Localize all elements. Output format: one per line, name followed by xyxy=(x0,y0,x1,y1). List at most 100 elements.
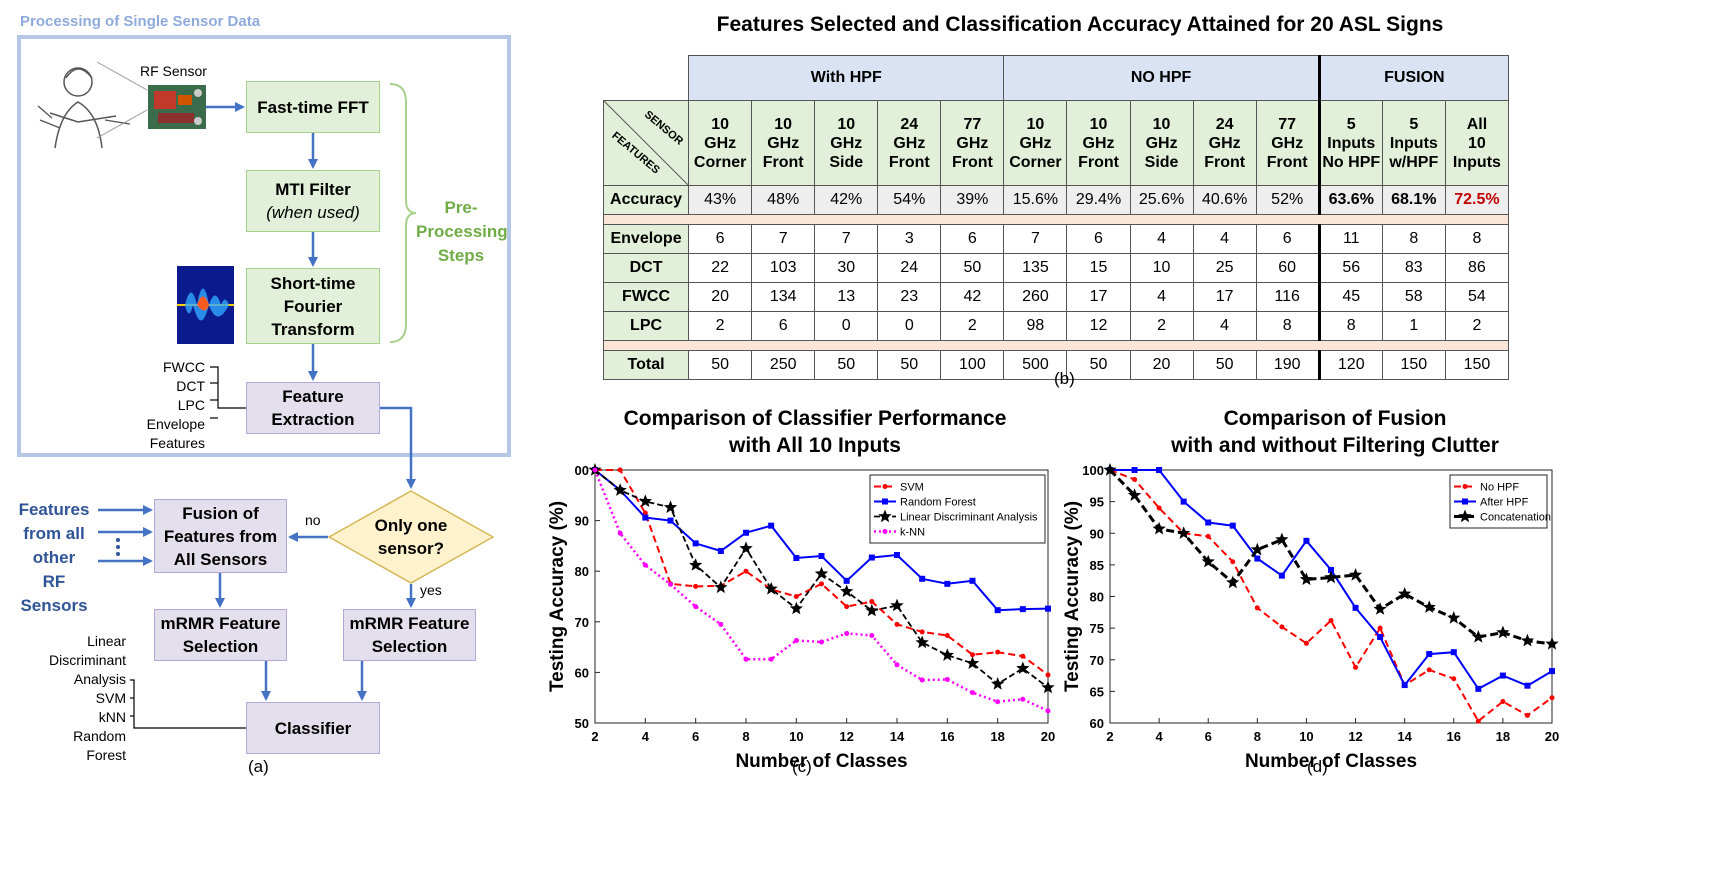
column-header-line: Inputs xyxy=(1452,153,1501,171)
data-point xyxy=(1041,680,1055,694)
total-cell: 50 xyxy=(1066,350,1131,380)
column-header-line: No HPF xyxy=(1322,153,1381,171)
data-point xyxy=(743,529,749,536)
y-tick-label: 65 xyxy=(1090,684,1104,699)
data-point xyxy=(940,648,954,661)
data-point xyxy=(768,656,774,662)
data-point xyxy=(1226,575,1240,589)
data-point xyxy=(1020,696,1026,702)
column-header-line: 24 xyxy=(900,115,919,133)
corner-diagonal xyxy=(604,101,689,185)
total-label: Total xyxy=(602,350,690,380)
x-tick-label: 6 xyxy=(1205,729,1212,744)
stft-label-2: Fourier xyxy=(283,296,343,316)
data-point xyxy=(894,662,900,668)
total-cell: 50 xyxy=(877,350,942,380)
x-tick-label: 8 xyxy=(742,729,749,744)
legend-label: Concatenation xyxy=(1480,512,1551,524)
feature-count-cell: 3 xyxy=(877,224,942,254)
data-point xyxy=(843,577,850,584)
data-point xyxy=(878,509,892,523)
data-point xyxy=(868,554,875,561)
feature-rows: Envelope 6 7 7 3 6 7 6 4 4 6 11 8 8 DCT 22 103 30 24 50 135 1… xyxy=(602,224,1510,341)
column-header-line: Inputs xyxy=(1389,134,1438,152)
y-tick-label: 100 xyxy=(1082,463,1104,478)
yes-label: yes xyxy=(420,582,442,598)
x-tick-label: 18 xyxy=(1496,729,1510,744)
caption-b: (b) xyxy=(1054,369,1075,388)
stft-box: Short-time Fourier Transform xyxy=(246,268,380,344)
data-point xyxy=(789,601,803,615)
column-header-line: 10 xyxy=(711,115,730,133)
chart-d-title-line-2: with and without Filtering Clutter xyxy=(1171,434,1499,457)
column-header-line: GHz xyxy=(830,134,863,152)
column-header: 5 Inputs w/HPF xyxy=(1381,100,1446,186)
column-header-line: Front xyxy=(888,153,930,171)
data-point xyxy=(944,632,950,638)
data-point xyxy=(1324,570,1338,584)
stft-label-3: Transform xyxy=(271,319,355,339)
accuracy-cell: 68.1% xyxy=(1381,185,1446,215)
x-axis-label: Number of Classes xyxy=(735,751,907,772)
feature-row: Envelope 6 7 7 3 6 7 6 4 4 6 11 8 8 xyxy=(602,224,1510,254)
classifier-label: Classifier xyxy=(274,718,352,738)
feature-count-cell: 8 xyxy=(1317,311,1383,341)
data-point xyxy=(995,699,1001,705)
feature-count-cell: 7 xyxy=(814,224,879,254)
total-row: Total 50 250 50 50 100 500 50 20 50 190 120 150 150 xyxy=(602,350,1510,380)
x-tick-label: 20 xyxy=(1545,729,1559,744)
classifier-type-4: SVM xyxy=(95,690,126,706)
caption-d: (d) xyxy=(1307,757,1328,776)
column-header-line: GHz xyxy=(1082,134,1115,152)
data-point xyxy=(1524,682,1531,689)
data-point xyxy=(819,639,824,645)
features-other-line-3: other xyxy=(32,548,76,567)
data-point xyxy=(1450,649,1457,656)
data-point xyxy=(869,599,875,605)
feature-count-cell: 54 xyxy=(1444,282,1510,312)
feature-count-cell: 13 xyxy=(814,282,879,312)
caption-c: (c) xyxy=(792,757,812,776)
data-point xyxy=(689,558,703,571)
x-tick-label: 2 xyxy=(591,729,598,744)
accuracy-row: Accuracy 43% 48% 42% 54% 39% 15.6% 29.4% 25.6% 4… xyxy=(602,185,1510,215)
data-point xyxy=(840,584,854,598)
group-fusion: FUSION xyxy=(1317,55,1510,101)
feature-count-cell: 50 xyxy=(940,253,1005,283)
data-point xyxy=(613,483,627,496)
legend-label: Linear Discriminant Analysis xyxy=(900,512,1038,524)
decision-text: Only one sensor? xyxy=(328,514,494,560)
column-header-line: w/HPF xyxy=(1389,153,1439,171)
data-point xyxy=(991,677,1005,690)
feature-count-cell: 98 xyxy=(1003,311,1068,341)
data-point xyxy=(1103,463,1117,476)
x-tick-label: 14 xyxy=(1397,729,1412,744)
classifier-type-1: Linear xyxy=(87,633,126,649)
data-point xyxy=(1303,640,1309,646)
data-point xyxy=(1328,618,1334,624)
feature-count-cell: 4 xyxy=(1192,311,1257,341)
x-tick-label: 6 xyxy=(692,729,699,744)
feature-count-cell: 103 xyxy=(751,253,816,283)
column-header: All 10 Inputs xyxy=(1444,100,1510,186)
caption-a: (a) xyxy=(248,757,269,776)
section-title: Processing of Single Sensor Data xyxy=(20,13,261,30)
legend-label: k-NN xyxy=(900,527,925,539)
flowchart-connectors xyxy=(98,102,416,729)
total-cell: 250 xyxy=(751,350,816,380)
data-point xyxy=(882,484,888,489)
mti-label: MTI Filter xyxy=(275,180,351,199)
feature-count-cell: 135 xyxy=(1003,253,1068,283)
x-tick-label: 10 xyxy=(1299,729,1313,744)
y-tick-label: 95 xyxy=(1090,495,1104,510)
data-point xyxy=(970,690,975,696)
data-point xyxy=(1475,685,1482,692)
feature-count-cell: 134 xyxy=(751,282,816,312)
data-point xyxy=(1352,604,1359,611)
column-header-line: GHz xyxy=(1208,134,1241,152)
feature-extraction-label-2: Extraction xyxy=(271,410,355,429)
data-point xyxy=(1016,661,1030,674)
classifier-box: Classifier xyxy=(246,702,380,754)
data-point xyxy=(1451,676,1457,682)
data-point xyxy=(638,494,652,507)
